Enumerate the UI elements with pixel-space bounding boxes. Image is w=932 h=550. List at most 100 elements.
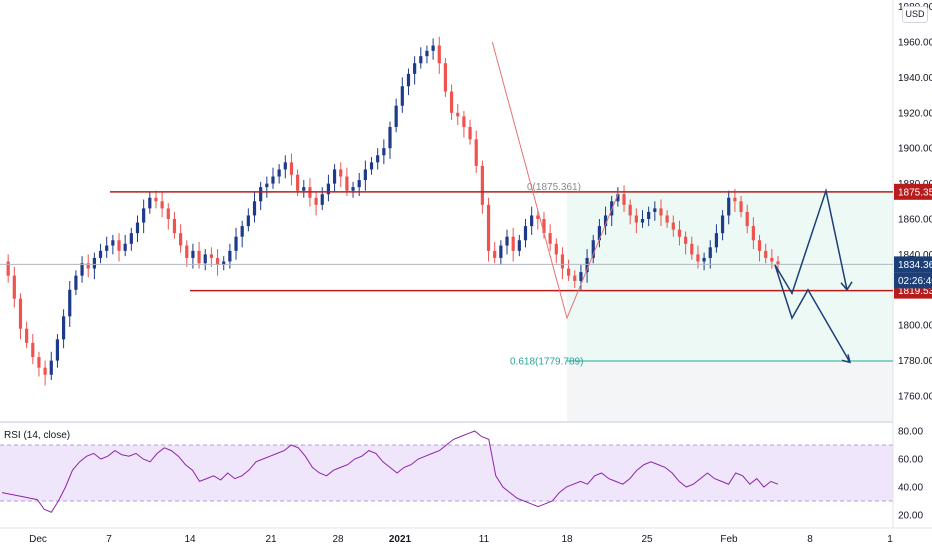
price-tick-label: 1900.000 (898, 144, 932, 155)
candle-body (203, 254, 207, 264)
candle-body (690, 243, 694, 255)
candle-body (129, 233, 133, 244)
candle-body (6, 261, 10, 276)
candle-body (530, 215, 534, 227)
candle-body (548, 233, 552, 244)
time-tick-label: 2021 (389, 534, 412, 545)
candle-body (751, 226, 755, 241)
currency-button[interactable]: USD (902, 6, 928, 23)
candle-body (12, 275, 16, 299)
candle-body (283, 162, 287, 170)
candle-body (677, 229, 682, 237)
candle-body (493, 250, 497, 258)
candle-body (222, 261, 226, 266)
candle-body (320, 194, 324, 205)
price-tick-label: 1800.000 (898, 321, 932, 332)
candle-body (591, 240, 595, 258)
candle-body (394, 105, 398, 127)
fib-zone (567, 191, 893, 361)
candle-body (542, 219, 546, 234)
candle-body (234, 236, 238, 251)
candle-body (628, 204, 632, 216)
projection-path-down[interactable] (774, 264, 851, 363)
candle-body (474, 139, 478, 166)
candle-body (597, 226, 601, 241)
price-axis[interactable]: 1980.0001960.0001940.0001920.0001900.000… (898, 2, 932, 402)
price-tags: 1875.358 1819.538 1834.365 02:26:40 (894, 183, 932, 299)
candle-body (265, 183, 269, 188)
candle-body (400, 86, 404, 106)
time-axis[interactable]: Dec 7 14 21 28 2021 11 18 25 Feb 8 1 (29, 534, 893, 545)
candle-body (25, 328, 29, 343)
candle-body (148, 197, 152, 209)
candle-body (18, 298, 23, 329)
candle-body (179, 233, 183, 246)
time-tick-label: Dec (29, 534, 47, 545)
time-tick-label: 21 (265, 534, 277, 545)
candle-body (215, 257, 220, 266)
candle-body (523, 226, 528, 241)
candle-body (37, 357, 41, 368)
rsi-line[interactable] (1, 430, 779, 513)
countdown-tag (894, 272, 932, 289)
candle-body (480, 165, 484, 205)
candle-body (74, 275, 78, 290)
projection-path-up[interactable] (774, 187, 848, 296)
countdown-text: 02:26:40 (898, 276, 932, 287)
candle-body (745, 211, 749, 227)
candle-body (425, 50, 429, 57)
time-tick-label: 14 (184, 534, 196, 545)
price-tick-label: 1760.000 (898, 392, 932, 403)
time-tick-label: 18 (561, 534, 573, 545)
candle-body (456, 112, 460, 117)
candle-body (259, 187, 263, 202)
candle-body (302, 187, 306, 191)
candle-body (68, 289, 72, 317)
fib-zigzag-line[interactable] (491, 41, 620, 320)
candle-body (640, 219, 645, 223)
candle-body (271, 176, 275, 184)
time-tick-label: 25 (641, 534, 653, 545)
candle-body (166, 208, 170, 219)
candle-body (517, 240, 521, 251)
candle-body (708, 247, 712, 258)
candle-body (277, 169, 281, 177)
candle-body (345, 176, 349, 191)
candle-body (388, 126, 392, 149)
candle-body (603, 215, 608, 227)
candle-body (554, 243, 558, 255)
candle-body (185, 245, 189, 258)
rsi-band (0, 445, 893, 501)
candle-body (757, 240, 762, 251)
candle-body (314, 197, 318, 205)
candle-body (468, 126, 472, 140)
candle-body (770, 257, 774, 262)
candle-body (43, 367, 47, 375)
rsi-axis[interactable]: 80.00 60.00 40.00 20.00 (898, 427, 923, 522)
candle-body (573, 275, 577, 281)
hline-price-tag (894, 183, 932, 200)
candle-body (647, 211, 651, 219)
candle-body (55, 339, 60, 361)
candle-body (714, 233, 719, 248)
candle-body (111, 240, 115, 246)
candle-body (616, 194, 620, 202)
fib-618-label: 0.618(1779.789) (510, 356, 583, 367)
price-tick-label: 1960.000 (898, 38, 932, 49)
price-tick-label: 1780.000 (898, 356, 932, 367)
drawings-group: 0(1875.361) 0.618(1779.789) (0, 41, 893, 367)
candle-body (191, 250, 195, 258)
candle-body (739, 201, 743, 212)
rsi-title: RSI (14, close) (4, 430, 71, 441)
candle-body (197, 250, 201, 264)
time-tick-label: Feb (720, 534, 738, 545)
candle-body (172, 219, 177, 234)
candle-body (252, 201, 257, 216)
candle-body (776, 261, 780, 266)
candle-body (332, 169, 337, 184)
candle-body (671, 222, 675, 230)
candle-body (419, 56, 423, 64)
candle-body (567, 268, 571, 276)
candle-body (684, 236, 688, 244)
